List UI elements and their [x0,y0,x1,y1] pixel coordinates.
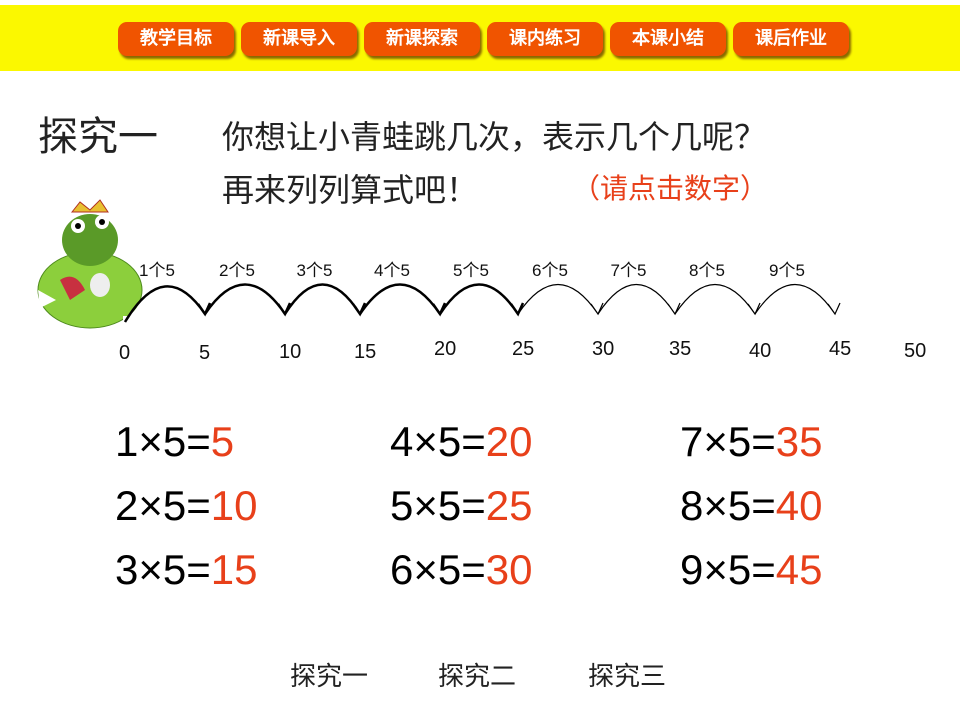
equation-expr: 7×5= [680,418,776,465]
equation-expr: 8×5= [680,482,776,529]
jump-arc [597,284,681,316]
equation-expr: 5×5= [390,482,486,529]
equation-answer[interactable]: 45 [775,546,823,593]
equation-expr: 9×5= [680,546,776,593]
number-30[interactable]: 30 [592,338,615,360]
equation-answer[interactable]: 20 [485,418,533,465]
equation-answer[interactable]: 30 [485,546,533,593]
link-explore-1[interactable]: 探究一 [290,662,369,692]
nav-in-class-practice[interactable]: 课内练习 [487,22,603,56]
jump-label: 4个5 [374,261,410,280]
jump-arc [438,283,525,317]
number-45[interactable]: 45 [829,338,852,360]
number-50[interactable]: 50 [904,340,927,362]
number-25[interactable]: 25 [512,338,535,360]
equation: 6×5=30 [390,546,533,594]
equation: 1×5=5 [115,418,234,466]
number-20[interactable]: 20 [434,338,457,360]
nav-lesson-intro[interactable]: 新课导入 [241,22,357,56]
equation-expr: 6×5= [390,546,486,593]
equation-answer[interactable]: 35 [775,418,823,465]
equation-answer[interactable]: 10 [210,482,258,529]
equation-expr: 4×5= [390,418,486,465]
question-line-2: 再来列列算式吧！ [222,171,479,209]
nav-new-lesson-explore[interactable]: 新课探索 [364,22,480,56]
number-35[interactable]: 35 [669,338,692,360]
equation: 9×5=45 [680,546,823,594]
jump-arc [203,283,292,317]
nav-lesson-summary[interactable]: 本课小结 [610,22,726,56]
jump-arc [283,283,367,317]
equation-expr: 3×5= [115,546,211,593]
jump-label: 5个5 [453,261,489,280]
equation-answer[interactable]: 25 [485,482,533,529]
equation: 5×5=25 [390,482,533,530]
frog-icon [37,199,143,329]
page-title: 探究一 [38,114,158,160]
equation: 7×5=35 [680,418,823,466]
equation: 4×5=20 [390,418,533,466]
jump-arc [358,283,447,317]
jump-label: 6个5 [532,261,568,280]
nav-teaching-goals[interactable]: 教学目标 [118,22,234,56]
equation-answer[interactable]: 40 [775,482,823,529]
jump-arc [517,283,604,316]
equation: 8×5=40 [680,482,823,530]
number-40[interactable]: 40 [749,340,772,362]
jump-label: 2个5 [219,261,255,280]
jump-arc [674,283,761,316]
equation-answer[interactable]: 5 [210,418,235,465]
equation: 2×5=10 [115,482,258,530]
equation-answer[interactable]: 15 [210,546,258,593]
jump-label: 1个5 [139,261,175,280]
equation-expr: 1×5= [115,418,211,465]
jump-label: 7个5 [610,261,647,280]
jump-arc [754,283,841,316]
hint-text: （请点击数字） [572,172,769,205]
number-5[interactable]: 5 [199,342,211,364]
number-10[interactable]: 10 [279,341,302,363]
nav-homework[interactable]: 课后作业 [733,22,849,56]
question-line-1: 你想让小青蛙跳几次，表示几个几呢？ [222,118,767,156]
number-0[interactable]: 0 [119,342,131,364]
jump-label: 8个5 [689,261,725,280]
jump-label: 9个5 [769,261,805,280]
equation: 3×5=15 [115,546,258,594]
link-explore-3[interactable]: 探究三 [588,662,667,692]
equation-expr: 2×5= [115,482,211,529]
jump-label: 3个5 [296,261,333,280]
link-explore-2[interactable]: 探究二 [438,662,517,692]
number-15[interactable]: 15 [354,341,377,363]
